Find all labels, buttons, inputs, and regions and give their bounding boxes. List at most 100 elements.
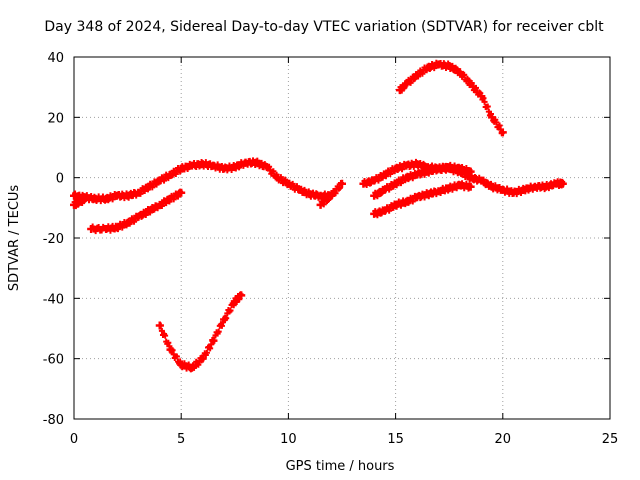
y-tick-label: 0 [56, 172, 64, 187]
data-point [327, 191, 336, 200]
data-point [498, 128, 507, 137]
data-point [402, 197, 411, 206]
data-point [445, 62, 454, 71]
series-arc-main [70, 157, 336, 205]
y-tick-label: -80 [43, 413, 64, 428]
data-point [112, 223, 121, 232]
x-tick-label: 5 [177, 432, 185, 447]
data-point [413, 170, 422, 179]
data-point [134, 212, 143, 221]
data-point [76, 197, 85, 206]
series-arc-g [370, 180, 475, 219]
data-point [498, 185, 507, 194]
data-point [177, 188, 186, 197]
y-tick-label: -60 [43, 353, 64, 368]
data-point [134, 188, 143, 197]
data-point [316, 200, 325, 209]
data-point [423, 190, 432, 199]
data-point [370, 176, 379, 185]
data-point [338, 179, 346, 188]
data-point [70, 191, 78, 200]
data-point [284, 179, 293, 188]
data-point [155, 200, 164, 209]
data-point [305, 190, 314, 199]
data-point [155, 321, 164, 330]
data-point [123, 191, 132, 200]
data-point [91, 194, 100, 203]
data-point [166, 194, 175, 203]
series-arc-c [155, 291, 246, 373]
data-point [102, 224, 111, 233]
data-point [112, 191, 121, 200]
data-point [455, 68, 464, 77]
data-point [230, 163, 239, 172]
data-point [295, 185, 304, 194]
data-point [187, 161, 196, 170]
data-point [434, 187, 443, 196]
grid [74, 57, 610, 419]
data-point [488, 113, 497, 122]
series-arc-c-markers [156, 291, 245, 373]
data-point [488, 182, 497, 191]
data-point [455, 164, 464, 173]
data-point [530, 182, 539, 191]
data-point [177, 164, 186, 173]
data-point [177, 360, 186, 369]
data-point [423, 167, 432, 176]
data-point [541, 182, 550, 191]
data-point [391, 164, 400, 173]
data-point [220, 315, 229, 324]
series-arc-h [395, 59, 507, 137]
data-point [477, 92, 486, 101]
axis-tick-labels: 0 5 10 15 20 25 -80 -60 -40 -20 0 20 40 [43, 51, 619, 447]
data-point [262, 163, 271, 172]
x-axis-label: GPS time / hours [286, 459, 395, 474]
data-point [87, 224, 96, 233]
data-point [70, 200, 78, 209]
x-tick-label: 15 [387, 432, 404, 447]
data-point [391, 200, 400, 209]
data-point [413, 160, 422, 169]
data-point [423, 63, 432, 72]
data-point [466, 80, 475, 89]
data-point [273, 173, 282, 182]
data-point [466, 167, 475, 176]
series-arc-e-markers [360, 158, 566, 198]
series-arc-b [87, 188, 186, 235]
data-point [445, 184, 454, 193]
data-point [359, 179, 368, 188]
data-point [102, 194, 111, 203]
data-point [445, 163, 454, 172]
data-point [166, 170, 175, 179]
data-point [509, 188, 518, 197]
data-point [198, 160, 207, 169]
data-point [520, 185, 529, 194]
data-point [123, 218, 132, 227]
series-arc-h-markers [396, 59, 506, 137]
data-point [209, 336, 218, 345]
x-tick-label: 0 [70, 432, 78, 447]
data-point [380, 206, 389, 215]
data-point [413, 193, 422, 202]
data-point [316, 191, 325, 200]
data-point [145, 182, 154, 191]
x-tick-label: 20 [495, 432, 512, 447]
y-tick-label: -40 [43, 292, 64, 307]
series-arc-d [316, 179, 346, 209]
data-point [477, 176, 486, 185]
data-point [187, 363, 196, 372]
data-point [252, 158, 261, 167]
y-tick-label: -20 [43, 232, 64, 247]
data-point [80, 194, 89, 203]
x-tick-label: 25 [602, 432, 619, 447]
x-tick-label: 10 [280, 432, 297, 447]
data-point [380, 185, 389, 194]
data-point [413, 71, 422, 80]
data-marks [70, 59, 567, 373]
data-point [241, 158, 250, 167]
data-point [209, 161, 218, 170]
data-point [466, 182, 475, 191]
data-point [370, 209, 379, 218]
data-point [370, 191, 379, 200]
data-point [391, 179, 400, 188]
